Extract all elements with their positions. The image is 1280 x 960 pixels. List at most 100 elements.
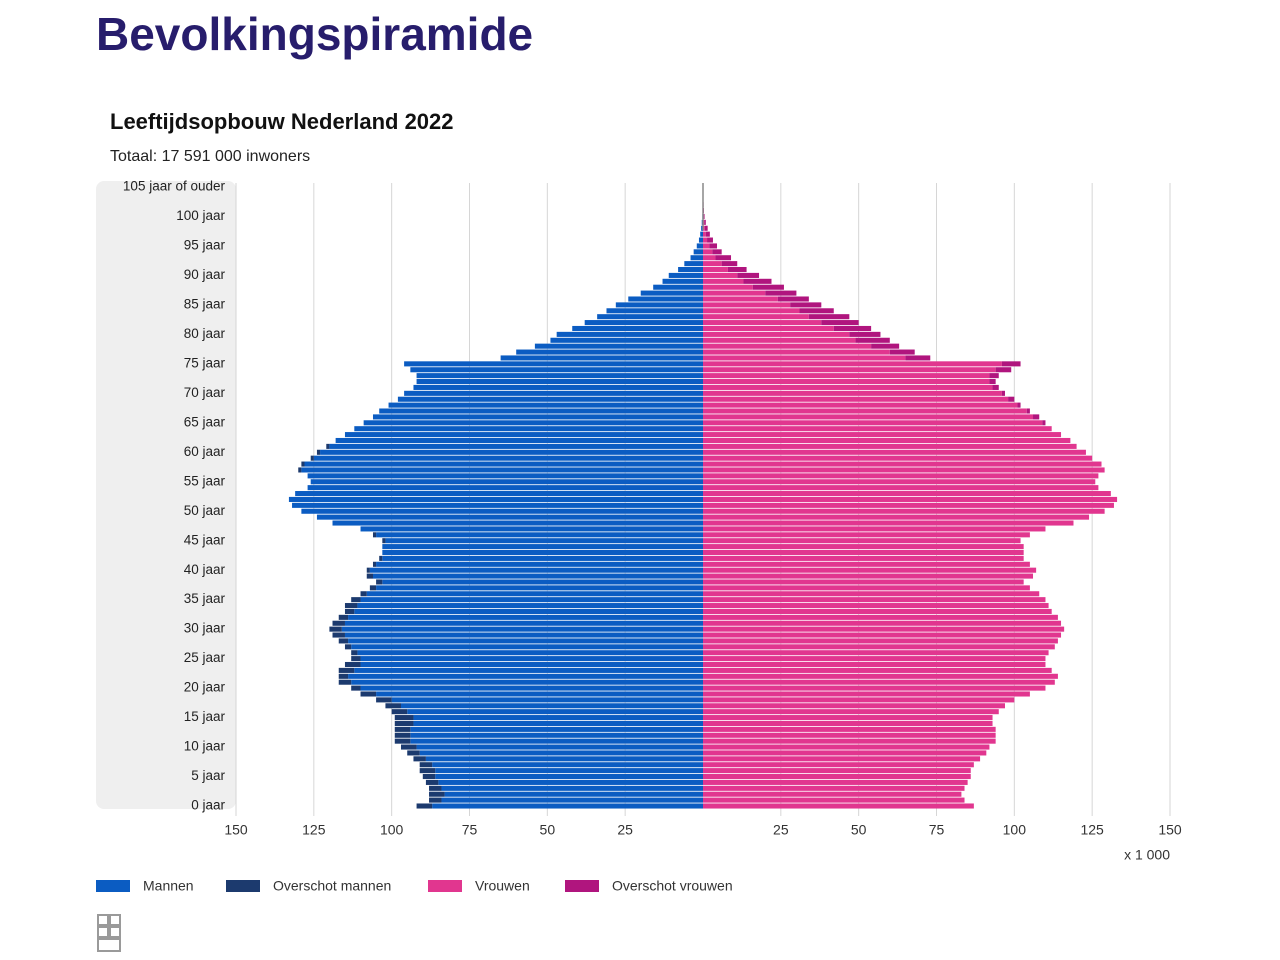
bar xyxy=(703,479,1096,485)
x-tick-label: 150 xyxy=(1158,822,1182,838)
bar xyxy=(703,726,996,732)
bar xyxy=(703,768,971,774)
bar xyxy=(700,231,703,237)
bar xyxy=(348,638,703,644)
bar xyxy=(516,349,703,355)
bar xyxy=(388,402,703,408)
bar xyxy=(703,544,1024,550)
bar-excess xyxy=(401,744,417,750)
bar-excess xyxy=(704,225,708,231)
bar xyxy=(703,750,987,756)
bar xyxy=(432,762,703,768)
bar-excess xyxy=(1033,414,1040,420)
y-tick-label: 100 jaar xyxy=(176,208,225,223)
bar xyxy=(703,396,1009,402)
bar-excess xyxy=(338,679,352,685)
bar xyxy=(703,720,993,727)
bar xyxy=(703,626,1065,632)
bar-excess xyxy=(351,685,361,691)
bar xyxy=(703,597,1046,603)
bar xyxy=(668,272,703,278)
legend-swatch xyxy=(428,880,462,892)
bar xyxy=(425,756,703,762)
bar-excess xyxy=(833,325,872,332)
bar xyxy=(703,549,1024,556)
y-tick-label: 85 jaar xyxy=(184,296,226,311)
bar xyxy=(441,785,703,791)
bar xyxy=(382,555,703,561)
bar xyxy=(391,697,703,703)
y-tick-label: 70 jaar xyxy=(184,385,226,400)
unit-label: x 1 000 xyxy=(1124,847,1170,863)
bar xyxy=(344,632,703,638)
bar-excess xyxy=(394,738,411,744)
bar-excess xyxy=(416,803,433,809)
bar-excess xyxy=(351,656,361,662)
bar-excess xyxy=(419,768,436,774)
bar xyxy=(703,773,971,780)
bar xyxy=(703,231,706,237)
bar xyxy=(369,567,703,573)
bar xyxy=(703,249,713,255)
bar xyxy=(416,379,703,385)
bar xyxy=(703,644,1055,650)
bar xyxy=(435,773,703,780)
bar xyxy=(703,449,1086,455)
bar-excess xyxy=(737,272,760,278)
bar xyxy=(703,756,981,762)
y-tick-label: 15 jaar xyxy=(184,709,226,724)
bar xyxy=(584,320,703,326)
bar xyxy=(372,414,703,420)
bar xyxy=(376,691,703,697)
x-tick-label: 125 xyxy=(302,822,326,838)
legend-swatch xyxy=(96,880,130,892)
bar-excess xyxy=(344,608,355,614)
bar xyxy=(703,355,906,361)
bar xyxy=(703,650,1049,656)
bar-excess xyxy=(298,467,302,473)
bar xyxy=(703,384,993,390)
bar xyxy=(703,278,744,284)
y-tick-label: 65 jaar xyxy=(184,414,226,429)
bar xyxy=(662,278,703,284)
bar-excess xyxy=(808,314,850,320)
bar xyxy=(703,496,1118,502)
bar-excess xyxy=(332,620,345,626)
bar xyxy=(703,715,993,721)
bar xyxy=(703,361,1002,367)
bar-excess xyxy=(419,762,433,768)
bar xyxy=(703,455,1093,461)
bar xyxy=(693,249,703,255)
bar xyxy=(357,603,703,609)
bar xyxy=(703,261,722,267)
bar xyxy=(703,284,753,290)
bar xyxy=(500,355,703,361)
bar xyxy=(703,667,1052,673)
legend-label: Overschot vrouwen xyxy=(612,878,733,894)
bar-excess xyxy=(429,797,442,803)
bar-excess xyxy=(376,697,392,703)
bar-excess xyxy=(715,255,732,261)
bar xyxy=(703,302,791,308)
bar-excess xyxy=(394,726,411,732)
y-tick-label: 5 jaar xyxy=(191,768,225,783)
bar-excess xyxy=(413,756,426,762)
label-panel xyxy=(96,181,236,809)
bar xyxy=(703,673,1058,679)
bar xyxy=(416,373,703,379)
bar xyxy=(703,367,996,373)
bar-excess xyxy=(332,632,345,638)
bar xyxy=(329,443,703,449)
bar xyxy=(678,266,703,273)
bar xyxy=(703,791,962,797)
bar xyxy=(703,779,968,785)
bar xyxy=(703,567,1037,573)
bars xyxy=(288,184,1118,809)
bar-excess xyxy=(394,732,411,738)
bar xyxy=(703,432,1062,438)
bar xyxy=(354,608,703,614)
bar xyxy=(703,555,1024,561)
bar xyxy=(615,302,703,308)
y-tick-label: 0 jaar xyxy=(191,798,225,813)
bar xyxy=(397,396,703,402)
